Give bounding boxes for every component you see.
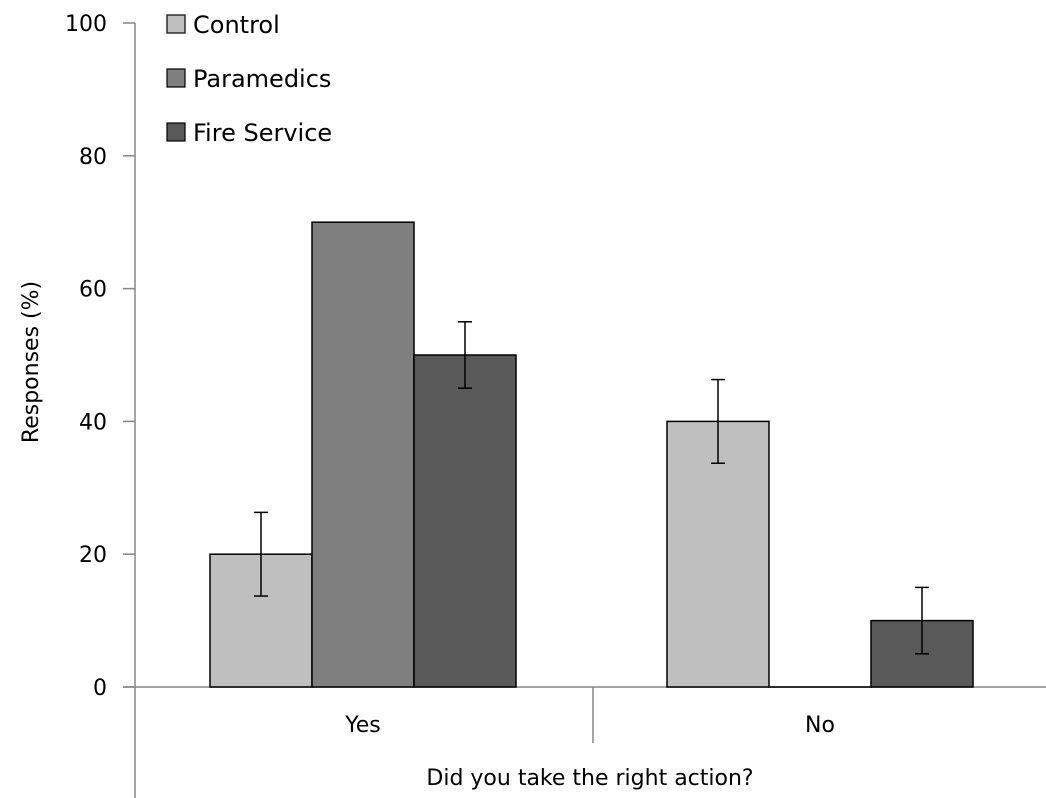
y-tick-label: 80 [79, 145, 107, 170]
legend: Control Paramedics Fire Service [166, 11, 332, 147]
y-tick-label: 20 [79, 543, 107, 568]
x-axis-title: Did you take the right action? [426, 766, 753, 791]
x-category-label: Yes [344, 713, 381, 738]
legend-label: Fire Service [193, 119, 332, 147]
legend-entry: Fire Service [166, 119, 332, 147]
y-tick-label: 60 [79, 278, 107, 303]
legend-swatch [166, 68, 186, 88]
y-ticks: 0 20 40 60 80 100 [65, 12, 135, 701]
error-bar-fire-service-no [915, 586, 929, 655]
bars [209, 221, 974, 688]
legend-entry: Paramedics [166, 65, 331, 93]
legend-label: Control [193, 11, 280, 39]
y-tick-label: 0 [93, 676, 107, 701]
legend-label: Paramedics [193, 65, 331, 93]
bar-fire-service-yes [413, 354, 517, 688]
y-axis-title: Responses (%) [19, 281, 44, 443]
error-bar-fire-service-yes [458, 321, 472, 389]
legend-swatch [166, 122, 186, 142]
x-category-label: No [805, 713, 835, 738]
category-labels: Yes No [344, 713, 835, 738]
error-bars [254, 321, 929, 655]
bar-control-no [666, 420, 770, 688]
legend-entry: Control [166, 11, 280, 39]
bar-paramedics-yes [311, 221, 415, 688]
legend-swatch [166, 14, 186, 34]
error-bar-control-yes [254, 511, 268, 597]
error-bar-control-no [711, 378, 725, 464]
y-tick-label: 100 [65, 12, 107, 37]
y-tick-label: 40 [79, 410, 107, 435]
